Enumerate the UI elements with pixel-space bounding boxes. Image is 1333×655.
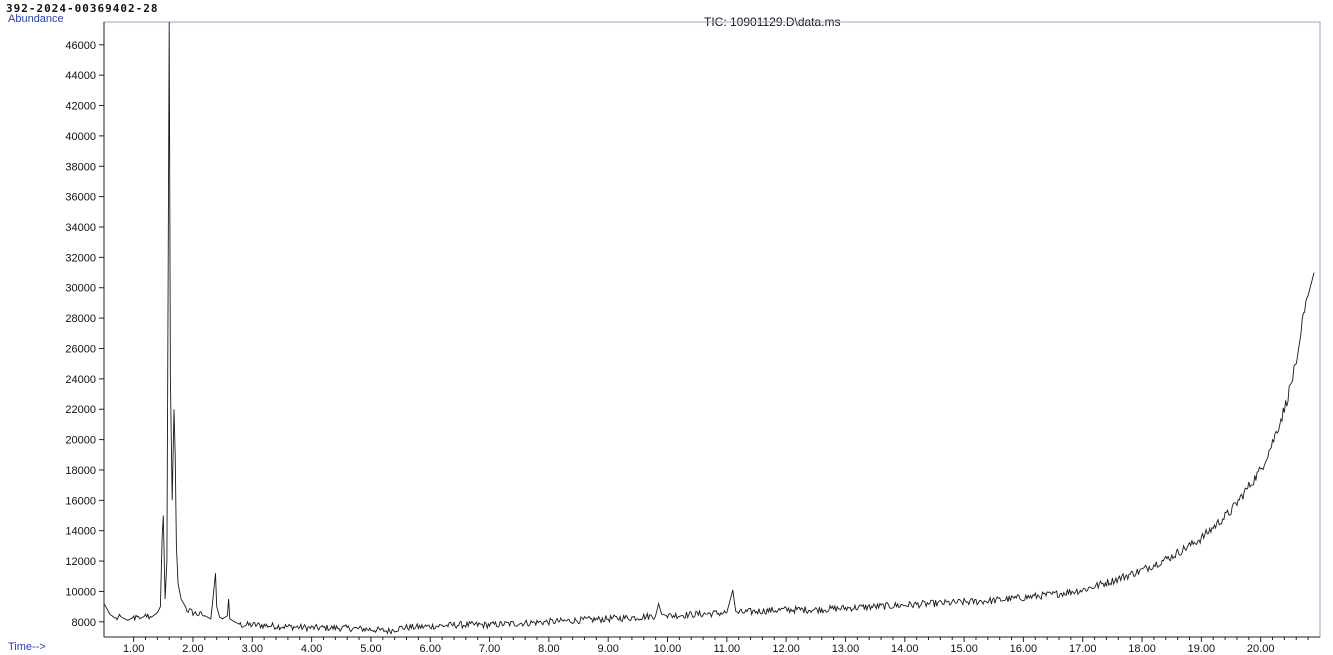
y-tick-label: 8000 (72, 617, 96, 629)
x-tick-label: 4.00 (301, 643, 322, 655)
y-tick-label: 10000 (65, 586, 96, 598)
y-tick-label: 36000 (65, 192, 96, 204)
x-tick-label: 7.00 (479, 643, 500, 655)
x-tick-label: 13.00 (832, 643, 860, 655)
y-tick-label: 14000 (65, 526, 96, 538)
y-tick-label: 26000 (65, 343, 96, 355)
y-tick-label: 20000 (65, 435, 96, 447)
x-tick-label: 20.00 (1247, 643, 1275, 655)
sample-id: 392-2024-00369402-28 (6, 2, 159, 15)
x-tick-label: 17.00 (1069, 643, 1097, 655)
x-tick-label: 12.00 (772, 643, 800, 655)
x-tick-label: 18.00 (1128, 643, 1156, 655)
y-tick-label: 42000 (65, 101, 96, 113)
plot-frame (103, 21, 1321, 638)
y-tick-label: 18000 (65, 465, 96, 477)
x-tick-label: 5.00 (360, 643, 381, 655)
y-tick-label: 30000 (65, 283, 96, 295)
x-tick-label: 10.00 (654, 643, 682, 655)
x-axis-title: Time--> (8, 641, 46, 653)
y-tick-label: 34000 (65, 222, 96, 234)
x-tick-label: 14.00 (891, 643, 919, 655)
x-tick-label: 19.00 (1188, 643, 1216, 655)
y-tick-label: 40000 (65, 131, 96, 143)
x-tick-label: 1.00 (123, 643, 144, 655)
x-tick-label: 11.00 (713, 643, 740, 655)
y-tick-label: 44000 (65, 70, 96, 82)
y-tick-label: 38000 (65, 161, 96, 173)
y-tick-label: 28000 (65, 313, 96, 325)
y-axis-title: Abundance (8, 13, 64, 25)
x-tick-label: 2.00 (182, 643, 203, 655)
y-tick-label: 22000 (65, 404, 96, 416)
y-tick-label: 46000 (65, 40, 96, 52)
y-tick-label: 16000 (65, 495, 96, 507)
x-tick-label: 6.00 (420, 643, 441, 655)
x-tick-label: 9.00 (597, 643, 618, 655)
x-tick-label: 15.00 (950, 643, 978, 655)
y-tick-label: 12000 (65, 556, 96, 568)
tic-trace-line (103, 21, 1315, 635)
x-tick-label: 16.00 (1010, 643, 1038, 655)
y-tick-label: 32000 (65, 252, 96, 264)
y-tick-label: 24000 (65, 374, 96, 386)
x-tick-label: 3.00 (242, 643, 263, 655)
x-tick-label: 8.00 (538, 643, 559, 655)
